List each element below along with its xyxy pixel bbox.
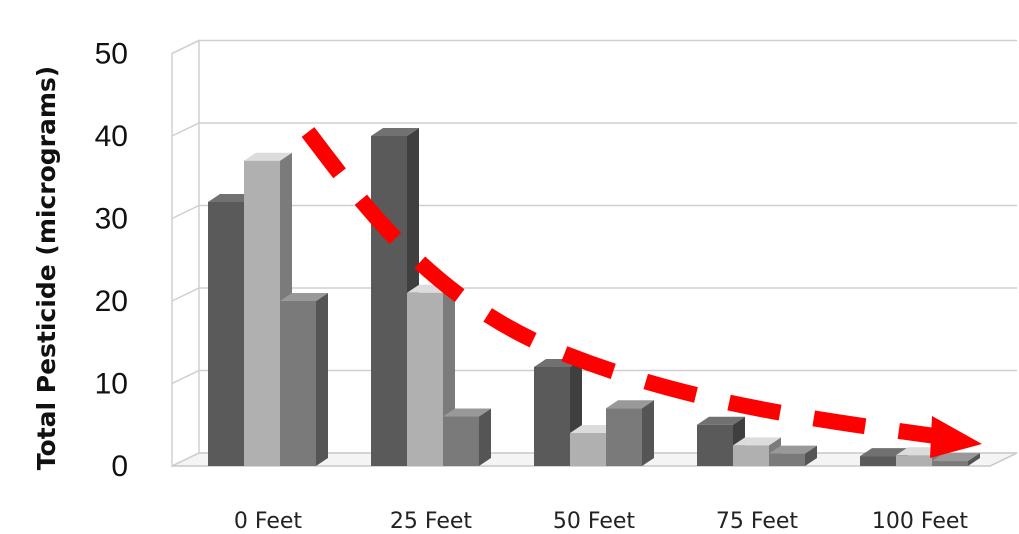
bar-front <box>932 461 968 466</box>
gridline <box>171 122 1017 137</box>
y-tick-label: 10 <box>95 368 128 401</box>
bar-front <box>208 202 244 466</box>
bar-front <box>407 292 443 466</box>
bar-side <box>968 453 980 466</box>
bar-front <box>769 453 805 466</box>
bar <box>769 445 817 466</box>
bar-top <box>860 448 908 457</box>
bar-front <box>606 408 642 466</box>
bar-front <box>280 301 316 466</box>
gridline <box>171 39 1017 55</box>
gridline <box>171 287 1017 302</box>
bar-front <box>896 455 932 466</box>
y-axis-ticks: 0 10 20 30 40 50 <box>95 38 128 484</box>
bars <box>208 128 980 466</box>
bar <box>280 293 328 466</box>
bar-top <box>244 152 292 161</box>
x-tick-label: 25 Feet <box>390 509 473 534</box>
bar-front <box>534 367 570 466</box>
bar-side <box>316 293 328 466</box>
trend-arrow <box>301 127 982 458</box>
x-axis-ticks: 0 Feet 25 Feet 50 Feet 75 Feet 100 Feet <box>234 509 969 534</box>
x-tick-label: 0 Feet <box>234 509 303 534</box>
bar-top <box>280 293 328 301</box>
gridline <box>171 204 1017 220</box>
bar-front <box>733 445 769 466</box>
bar-top <box>606 400 654 409</box>
bar-top <box>371 128 419 136</box>
bar-top <box>443 408 491 417</box>
bar-front <box>570 433 606 466</box>
y-tick-label: 40 <box>95 120 128 153</box>
bar-front <box>860 456 896 466</box>
bar-side <box>479 408 491 466</box>
y-tick-label: 50 <box>95 38 128 71</box>
y-tick-label: 0 <box>111 450 128 483</box>
x-tick-label: 75 Feet <box>716 509 799 534</box>
trend-line <box>301 127 937 444</box>
y-tick-label: 30 <box>95 203 128 236</box>
bar <box>932 453 980 466</box>
bar-top <box>769 445 817 454</box>
y-axis-title: Total Pesticide (micrograms) <box>32 66 61 470</box>
bar-top <box>697 416 745 425</box>
x-tick-label: 100 Feet <box>872 509 969 534</box>
x-tick-label: 50 Feet <box>553 509 636 534</box>
left-wall <box>171 39 200 468</box>
bar-front <box>697 424 733 466</box>
bar-side <box>642 400 654 466</box>
y-tick-label: 20 <box>95 285 128 318</box>
bar-front <box>443 416 479 466</box>
bar-top <box>733 437 781 446</box>
bar-front <box>244 160 280 466</box>
bar <box>606 400 654 466</box>
bar <box>443 408 491 466</box>
bar-front <box>371 136 407 466</box>
gridline <box>171 369 1017 385</box>
bar-side <box>805 445 817 466</box>
bar-top <box>932 453 980 462</box>
trend-arrowhead <box>930 416 982 458</box>
